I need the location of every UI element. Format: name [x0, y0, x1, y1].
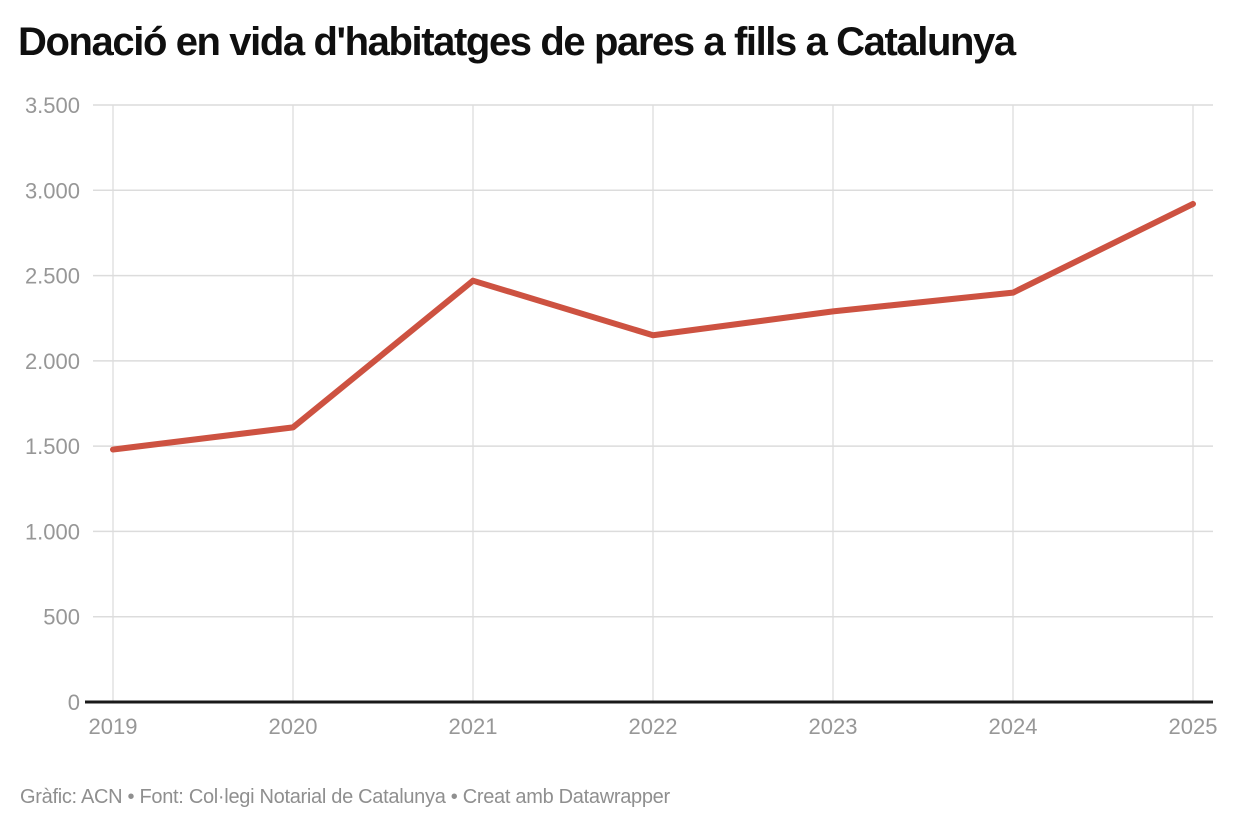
y-tick-label: 1.000: [25, 519, 80, 544]
x-tick-label: 2020: [269, 714, 318, 739]
x-tick-label: 2023: [809, 714, 858, 739]
y-tick-label: 3.500: [25, 93, 80, 118]
x-tick-label: 2021: [449, 714, 498, 739]
x-tick-label: 2025: [1169, 714, 1218, 739]
data-line: [110, 200, 1196, 453]
y-tick-label: 500: [43, 605, 80, 630]
y-tick-label: 0: [68, 690, 80, 715]
chart-attribution: Gràfic: ACN • Font: Col·legi Notarial de…: [20, 786, 670, 808]
y-tick-label: 1.500: [25, 434, 80, 459]
x-tick-label: 2019: [89, 714, 138, 739]
y-tick-label: 2.000: [25, 349, 80, 374]
y-tick-label: 2.500: [25, 264, 80, 289]
y-tick-label: 3.000: [25, 178, 80, 203]
chart-title: Donació en vida d'habitatges de pares a …: [18, 20, 1016, 64]
x-tick-label: 2022: [629, 714, 678, 739]
x-tick-label: 2024: [989, 714, 1038, 739]
